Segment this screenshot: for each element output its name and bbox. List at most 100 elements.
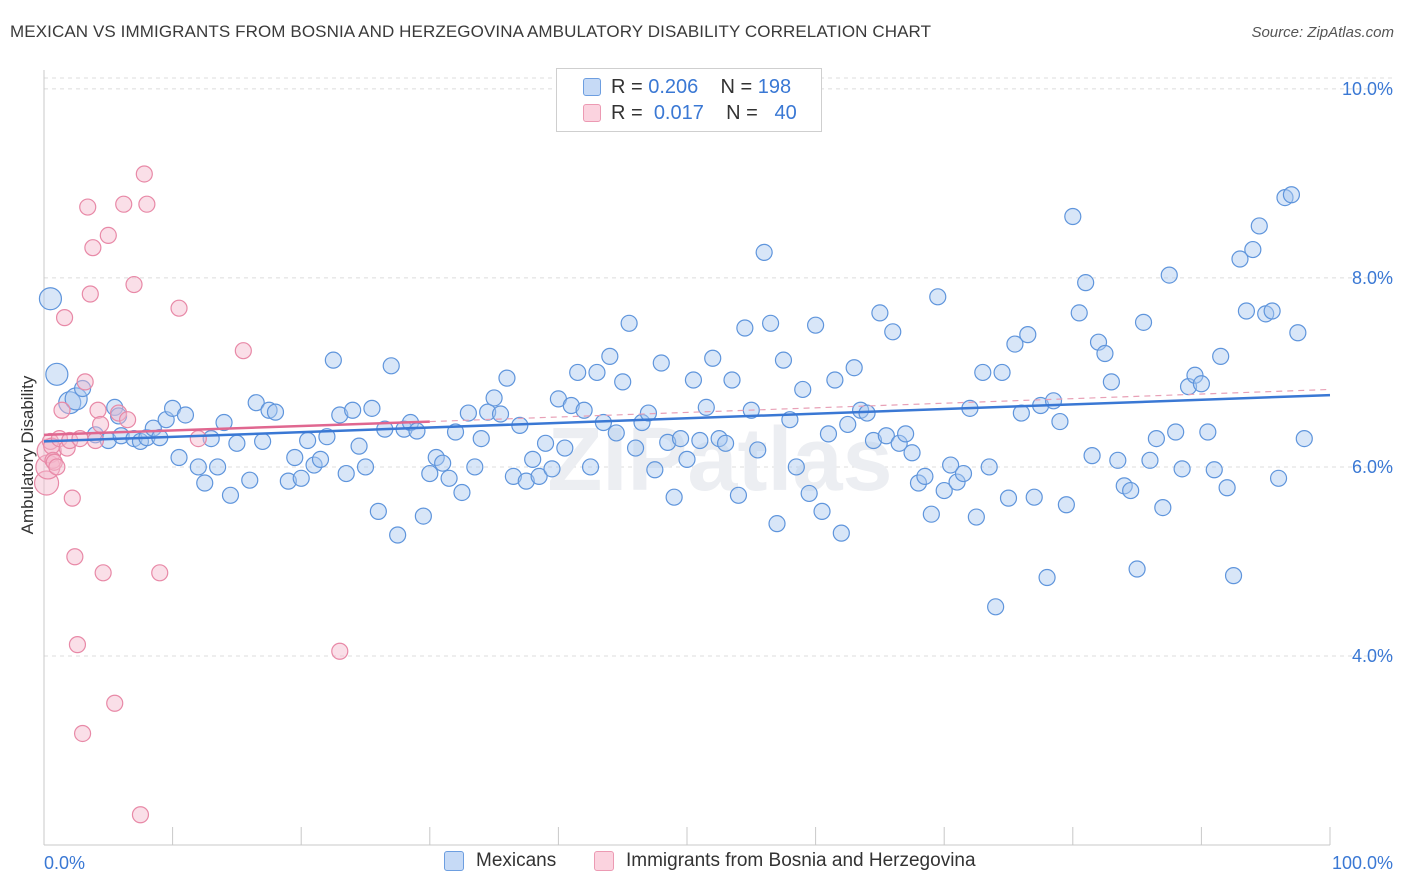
point-mexicans [260,401,278,419]
point-bosnia [115,195,133,213]
point-mexicans [331,406,349,424]
axis-labels: 4.0% 6.0% 8.0% 10.0% 0.0% 100.0% Ambulatory Di… [18,79,1393,873]
point-mexicans [774,351,793,369]
legend-label-bosnia: Immigrants from Bosnia and Herzegovina [626,850,976,871]
point-mexicans [794,380,812,399]
point-mexicans [614,373,632,391]
point-mexicans [588,363,606,382]
point-bosnia [135,165,153,183]
point-mexicans [684,371,703,389]
point-mexicans [871,304,889,322]
point-mexicans [916,467,934,486]
point-mexicans [691,431,709,450]
point-mexicans [749,441,767,459]
legend-swatch-bosnia [594,851,614,871]
legend-n-value: 40 [774,101,797,124]
watermark: ZIPatlas [547,410,892,510]
point-mexicans [665,488,683,506]
point-mexicans [1147,429,1165,448]
point-mexicans [286,448,304,467]
point-mexicans [601,347,619,365]
point-bosnia [109,404,128,422]
point-mexicans [806,316,825,334]
point-mexicans [1186,366,1204,384]
y-tick-label: 8.0% [1352,268,1393,288]
point-mexicans [421,464,439,483]
point-mexicans [1231,250,1249,268]
point-mexicans [761,314,780,332]
point-mexicans [671,429,690,448]
x-tick-label: 100.0% [1332,853,1393,873]
point-mexicans [1295,429,1313,448]
point-mexicans [453,483,471,502]
point-mexicans [839,415,857,434]
point-mexicans [639,404,658,422]
point-mexicans [1038,568,1056,587]
point-bosnia [138,195,156,213]
point-mexicans [1134,313,1153,331]
point-mexicans [620,314,638,332]
point-mexicans [530,467,548,486]
point-mexicans [414,507,432,525]
point-bosnia [106,694,124,712]
point-mexicans [491,405,510,423]
legend-item-mexicans: Mexicans [444,850,556,872]
point-bosnia [234,342,252,360]
point-bosnia [94,564,112,582]
point-mexicans [877,427,895,445]
point-bosnia [53,401,71,419]
point-mexicans [1109,451,1127,469]
legend-label-mexicans: Mexicans [476,850,557,871]
y-tick-label: 4.0% [1352,646,1393,666]
point-mexicans [967,508,985,526]
point-mexicans [279,472,297,490]
point-mexicans [459,404,477,422]
point-mexicans [819,425,838,443]
point-bosnia [170,299,188,317]
point-mexicans [408,422,426,440]
point-mexicans [646,461,664,479]
point-mexicans [1192,375,1211,393]
point-mexicans [1083,447,1101,465]
point-mexicans [344,401,362,419]
point-mexicans [993,363,1011,382]
point-bosnia [63,489,81,507]
point-mexicans [1064,207,1082,226]
point-mexicans [980,458,998,476]
point-mexicans [935,481,953,500]
legend-row-bosnia: R = 0.017 N = 40 [583,101,797,125]
point-mexicans [723,371,741,389]
point-bosnia [79,198,97,216]
point-mexicans [1173,460,1191,478]
point-mexicans [524,450,542,468]
point-mexicans [736,319,754,337]
point-mexicans [768,515,786,533]
point-bosnia [331,642,349,660]
point-mexicans [369,502,387,520]
point-mexicans [954,464,973,483]
point-mexicans [716,434,735,452]
legend-r-label: R = [611,101,643,124]
point-mexicans [221,486,240,504]
legend-r-value: 0.206 [648,75,699,98]
point-mexicans [922,505,940,523]
legend-swatch-bosnia [583,104,601,122]
legend-n-label: N = [720,75,753,98]
point-mexicans [1224,567,1243,585]
point-mexicans [64,387,88,411]
point-mexicans [974,363,992,382]
point-mexicans [1244,240,1262,259]
point-mexicans [45,362,69,386]
data-points [33,165,1313,824]
point-mexicans [826,371,844,389]
point-mexicans [556,439,574,457]
point-mexicans [897,425,915,443]
point-mexicans [562,396,580,415]
point-mexicans [38,287,63,311]
point-bosnia [99,226,117,244]
point-mexicans [241,471,259,489]
point-mexicans [1025,488,1043,506]
point-mexicans [909,474,928,492]
trend-line-bosnia [43,420,430,437]
